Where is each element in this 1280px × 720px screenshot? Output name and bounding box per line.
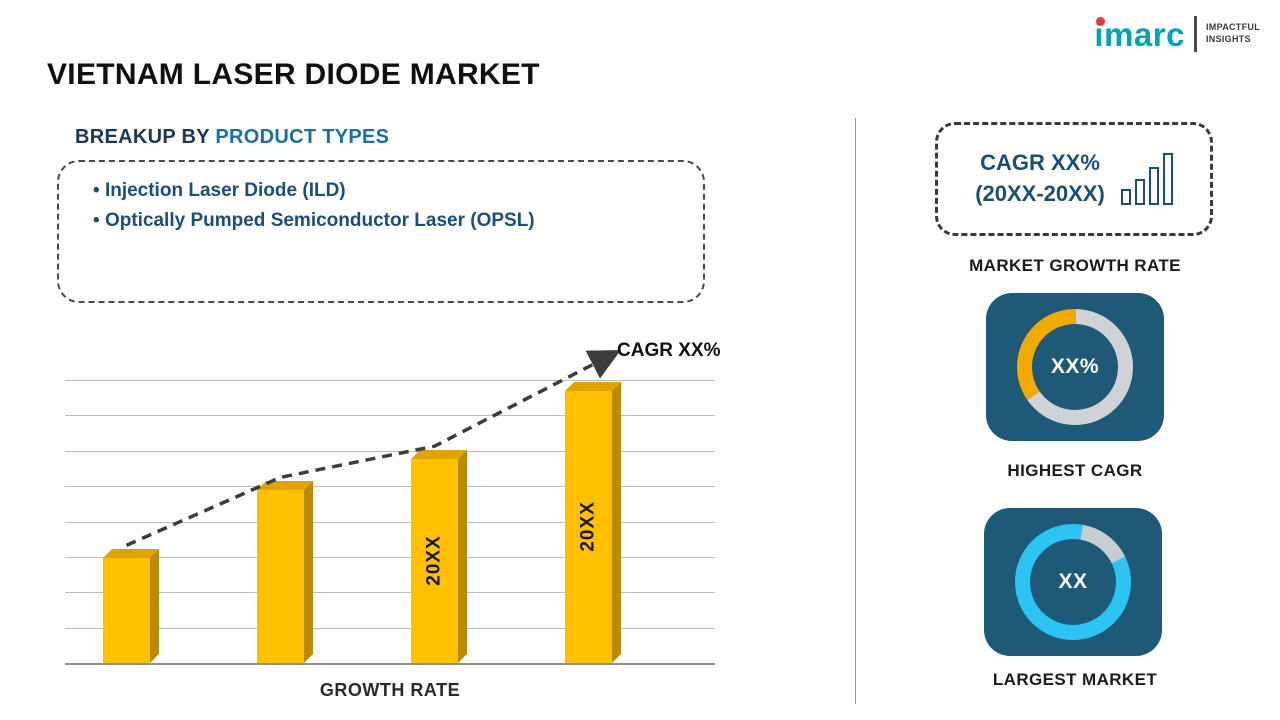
logo-tagline-line1: IMPACTFUL (1205, 22, 1260, 33)
largest-market-label: LARGEST MARKET (992, 670, 1158, 689)
largest-market-donut: XX (1015, 524, 1131, 640)
largest-market-tile: XX (984, 508, 1162, 656)
gridline (65, 592, 715, 594)
gridline (65, 627, 715, 629)
bar (257, 481, 313, 663)
bar-label: 20XX (423, 535, 445, 587)
bar-label: 20XX (577, 501, 599, 553)
cagr-summary-line2: (20XX-20XX) (975, 181, 1105, 206)
product-type-item: Injection Laser Diode (ILD) (93, 176, 683, 206)
product-type-item: Optically Pumped Semiconductor Laser (OP… (93, 206, 683, 236)
cagr-summary-text: CAGR XX% (20XX-20XX) (975, 148, 1105, 210)
highest-cagr-donut: XX% (1017, 309, 1133, 425)
highest-cagr-value: XX% (1032, 324, 1118, 410)
imarc-logo: imarc IMPACTFUL INSIGHTS (1094, 16, 1260, 52)
bar-chart-icon (1120, 153, 1173, 205)
cagr-summary-box: CAGR XX% (20XX-20XX) (935, 122, 1213, 236)
breakup-heading-prefix: BREAKUP BY (75, 126, 210, 148)
market-growth-rate-label: MARKET GROWTH RATE (969, 256, 1181, 275)
logo-brand-text: imarc (1094, 15, 1185, 53)
page-title: VIETNAM LASER DIODE MARKET (47, 58, 540, 91)
bar (103, 549, 159, 663)
bar: 20XX (565, 382, 621, 663)
largest-market-value: XX (1030, 539, 1116, 625)
cagr-summary-line1: CAGR XX% (980, 150, 1100, 176)
breakup-heading-highlight: PRODUCT TYPES (215, 126, 390, 148)
logo-tagline-line2: INSIGHTS (1205, 34, 1251, 44)
logo-divider (1193, 16, 1197, 52)
bar: 20XX (411, 450, 467, 663)
product-types-box: Injection Laser Diode (ILD) Optically Pu… (57, 160, 705, 303)
logo-tagline: IMPACTFUL INSIGHTS (1206, 22, 1260, 45)
chart-cagr-label: CAGR XX% (617, 340, 721, 361)
vertical-divider (855, 118, 856, 704)
highest-cagr-tile: XX% (986, 293, 1164, 441)
gridline (65, 556, 715, 558)
highest-cagr-label: HIGHEST CAGR (1007, 461, 1143, 480)
imarc-logo-wordmark: imarc (1094, 15, 1185, 53)
gridline (65, 380, 715, 381)
product-types-list: Injection Laser Diode (ILD) Optically Pu… (79, 176, 683, 236)
gridline (65, 663, 715, 665)
growth-bar-chart: 20XX 20XX CAGR XX% GROWTH RATE (65, 335, 720, 700)
breakup-heading: BREAKUP BY PRODUCT TYPES (75, 126, 389, 149)
logo-red-dot-icon (1096, 16, 1106, 26)
x-axis-label: GROWTH RATE (319, 680, 461, 700)
